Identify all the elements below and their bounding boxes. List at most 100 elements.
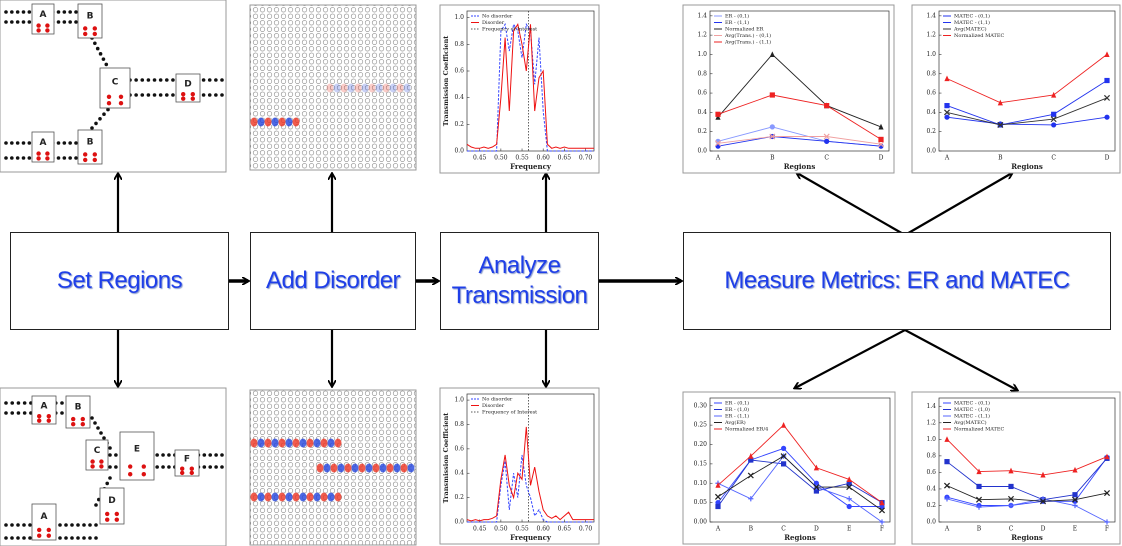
waveguide-dot [58, 536, 62, 540]
region-dot [47, 414, 51, 418]
region-dot [37, 533, 41, 537]
field-blob [265, 439, 272, 448]
field-blob [265, 118, 272, 127]
legend-label: Frequency of Interest [482, 410, 537, 416]
waveguide-dot [10, 20, 14, 24]
y-tick-label: 0.4 [454, 94, 464, 101]
y-tick-label: 0.0 [697, 148, 707, 155]
y-tick-label: 1.2 [926, 32, 936, 39]
chart-frame [912, 5, 1120, 173]
waveguide-dot [10, 523, 14, 527]
field-blob [390, 84, 397, 93]
waveguide-dot [108, 453, 112, 457]
waveguide-dot [57, 20, 61, 24]
y-axis-label: Transmission Coefficient [442, 413, 450, 504]
chart: 0.00.20.40.60.81.01.21.4ABCDRegionsER - … [683, 5, 894, 173]
region-dot [83, 152, 87, 156]
field-blob [317, 464, 324, 473]
waveguide-dot [140, 78, 144, 82]
region-dot [90, 459, 94, 463]
field-blob [286, 439, 293, 448]
waveguide-dot [208, 465, 212, 469]
waveguide-dot [63, 141, 67, 145]
waveguide-dot [94, 503, 98, 507]
region-dot [90, 464, 94, 468]
legend-label: MATEC - (1,1) [954, 413, 990, 420]
waveguide-dot [10, 401, 14, 405]
x-axis-label: Regions [1011, 533, 1043, 542]
y-tick-label: 0.2 [454, 494, 464, 501]
waveguide-dot [165, 93, 169, 97]
x-tick-label: D [1105, 155, 1110, 162]
y-tick-label: 0.20 [694, 441, 708, 448]
x-tick-label: E [1073, 526, 1077, 533]
x-tick-label: 0.50 [494, 526, 508, 533]
region-dot [37, 414, 41, 418]
waveguide-dot [108, 446, 112, 450]
x-tick-label: 0.60 [537, 155, 551, 162]
y-tick-label: 0.0 [926, 148, 936, 155]
x-tick-label: 0.65 [558, 526, 572, 533]
field-blob [341, 84, 348, 93]
waveguide-dot [4, 20, 8, 24]
waveguide-dot [68, 20, 72, 24]
field-blob [251, 493, 258, 502]
y-tick-label: 0.8 [926, 452, 936, 459]
waveguide-dot [22, 156, 26, 160]
field-blob [293, 493, 300, 502]
waveguide-dot [74, 156, 78, 160]
y-tick-label: 1.4 [926, 12, 936, 19]
region-dot [83, 26, 87, 30]
y-tick-label: 0.6 [454, 445, 464, 452]
point [1104, 115, 1109, 120]
point [770, 92, 775, 97]
y-tick-label: 0.8 [454, 421, 464, 428]
waveguide-dot [82, 523, 86, 527]
y-tick-label: 0.0 [454, 519, 464, 526]
field-blob [362, 84, 369, 93]
field-blob [279, 493, 286, 502]
waveguide-dot [74, 20, 78, 24]
field-blob [335, 493, 342, 502]
waveguide-dot [10, 156, 14, 160]
waveguide-dot [105, 482, 109, 486]
field-blob [286, 118, 293, 127]
field-blob [321, 493, 328, 502]
region-dot [36, 28, 40, 32]
x-axis-label: Frequency [510, 533, 552, 542]
legend-label: Avg(Trans.) - (1,1) [724, 39, 771, 46]
waveguide-dot [167, 453, 171, 457]
waveguide-dot [22, 141, 26, 145]
waveguide-dot [155, 453, 159, 457]
field-blob [328, 439, 335, 448]
field-blob [279, 439, 286, 448]
waveguide-dot [63, 20, 67, 24]
region-dot [180, 471, 184, 475]
y-tick-label: 0.6 [926, 90, 936, 97]
region-dot [93, 26, 97, 30]
x-tick-label: 0.55 [515, 155, 529, 162]
legend-label: No disorder [482, 14, 513, 20]
x-tick-label: 0.55 [515, 526, 529, 533]
step-box: Analyze Transmission [440, 232, 599, 330]
region-dot [36, 156, 40, 160]
region-label: B [87, 11, 94, 21]
field-blob [327, 84, 334, 93]
field-blob [335, 439, 342, 448]
waveguide-dot [94, 536, 98, 540]
y-tick-label: 1.0 [926, 51, 936, 58]
region-dot [119, 101, 123, 105]
y-tick-label: 0.4 [926, 485, 936, 492]
x-tick-label: C [1009, 526, 1014, 533]
legend-label: ER - (0,1) [725, 13, 749, 20]
waveguide-dot [102, 57, 106, 61]
waveguide-dot [22, 523, 26, 527]
waveguide-dot [23, 401, 27, 405]
waveguide-dot [58, 523, 62, 527]
point [944, 115, 949, 120]
region-dot [99, 459, 103, 463]
legend-label: Normalized ER/4 [725, 427, 768, 433]
region-dot [128, 472, 132, 476]
y-tick-label: 0.6 [454, 68, 464, 75]
